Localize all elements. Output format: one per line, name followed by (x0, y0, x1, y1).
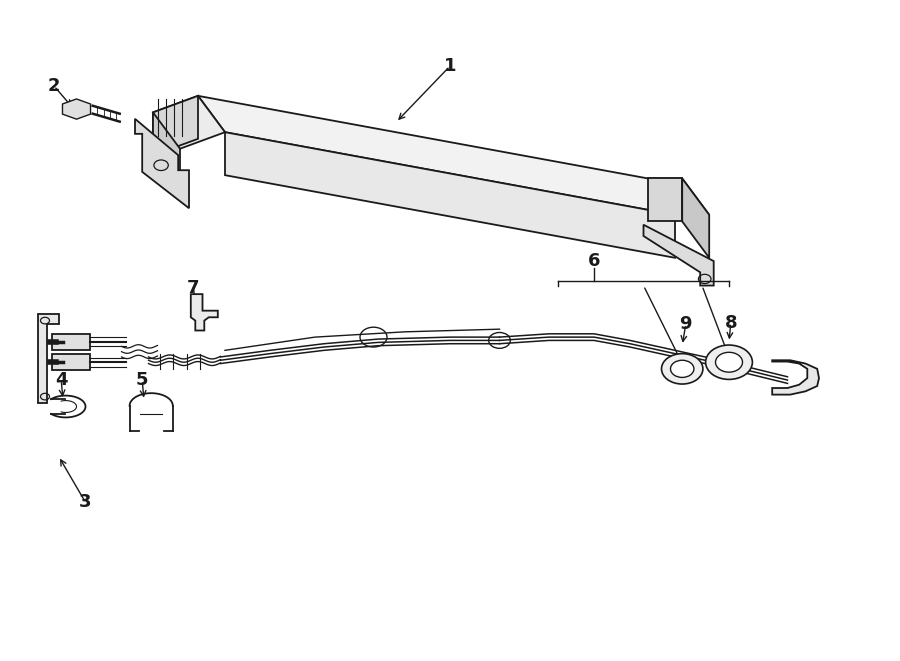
Circle shape (706, 345, 752, 379)
Polygon shape (644, 225, 714, 286)
Circle shape (662, 354, 703, 384)
Text: 5: 5 (136, 371, 149, 389)
Text: 2: 2 (48, 77, 60, 95)
Polygon shape (772, 360, 819, 395)
Text: 1: 1 (444, 57, 456, 75)
Polygon shape (682, 178, 709, 258)
Polygon shape (62, 99, 91, 119)
Polygon shape (153, 96, 225, 149)
Polygon shape (648, 178, 682, 221)
Text: 8: 8 (724, 313, 737, 332)
Text: 3: 3 (79, 493, 92, 512)
Polygon shape (198, 96, 675, 215)
Polygon shape (135, 119, 189, 208)
Polygon shape (153, 112, 180, 192)
Circle shape (670, 360, 694, 377)
Circle shape (716, 352, 742, 372)
Polygon shape (52, 354, 90, 370)
Polygon shape (52, 334, 90, 350)
Text: 4: 4 (55, 371, 68, 389)
Text: 7: 7 (187, 278, 200, 297)
Polygon shape (38, 314, 58, 403)
Polygon shape (225, 132, 675, 258)
Polygon shape (191, 294, 218, 330)
Text: 9: 9 (680, 315, 692, 333)
Polygon shape (153, 96, 198, 155)
Text: 6: 6 (588, 252, 600, 270)
Polygon shape (648, 178, 709, 215)
